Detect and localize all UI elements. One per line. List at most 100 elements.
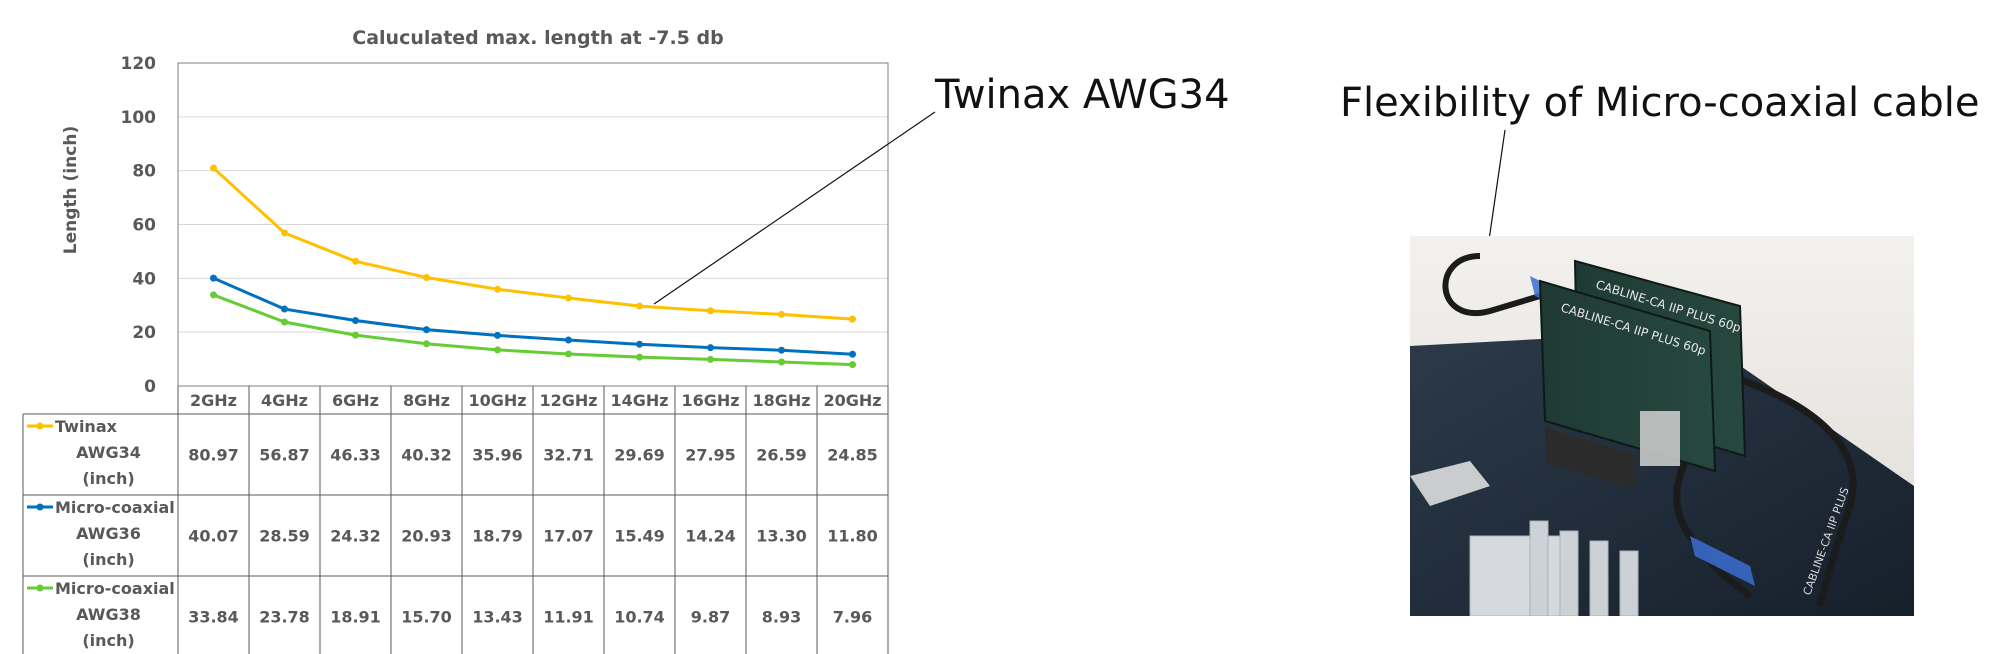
table-cell-value: 17.07 — [543, 527, 594, 546]
legend-marker-dot — [36, 584, 44, 592]
connector-shell — [1640, 411, 1680, 466]
series-line — [212, 166, 853, 321]
series-name: AWG34 — [76, 443, 141, 462]
data-point — [281, 229, 288, 237]
twinax-callout-label: Twinax AWG34 — [935, 72, 1230, 118]
table-cell-value: 15.49 — [614, 527, 665, 546]
legend-marker-dot — [36, 422, 44, 430]
legend-marker-dot — [36, 503, 44, 511]
data-point — [565, 336, 572, 344]
y-tick-label: 60 — [132, 216, 156, 236]
data-point — [636, 340, 643, 348]
table-cell-value: 11.91 — [543, 608, 594, 627]
data-point — [849, 315, 856, 323]
data-point — [423, 326, 430, 334]
table-cell-value: 15.70 — [401, 608, 452, 627]
category-label: 14GHz — [610, 391, 668, 410]
table-cell-value: 24.32 — [330, 527, 381, 546]
data-point — [423, 273, 430, 281]
data-point — [849, 350, 856, 358]
category-label: 18GHz — [752, 391, 810, 410]
series-name: AWG38 — [76, 605, 141, 624]
table-cell-value: 18.79 — [472, 527, 523, 546]
y-tick-label: 40 — [132, 269, 156, 289]
series-name: Micro-coaxial — [55, 498, 175, 517]
data-point — [849, 361, 856, 369]
cable-loop-left — [1442, 253, 1541, 316]
data-point — [281, 318, 288, 326]
series-name: Micro-coaxial — [55, 579, 175, 598]
data-point — [210, 274, 217, 282]
acrylic-fixtures — [1469, 520, 1639, 616]
y-axis-label: Length (inch) — [61, 126, 81, 254]
table-cell-value: 20.93 — [401, 527, 452, 546]
data-point — [707, 355, 714, 363]
wire-bundle — [1690, 536, 1755, 586]
table-cell-value: 29.69 — [614, 446, 665, 465]
data-point — [352, 331, 359, 339]
table-cell-value: 13.30 — [756, 527, 807, 546]
y-tick-label: 80 — [132, 162, 156, 182]
data-point — [636, 353, 643, 361]
category-label: 8GHz — [403, 391, 450, 410]
data-point — [494, 331, 501, 339]
connector — [1545, 427, 1635, 490]
table-cell-value: 33.84 — [188, 608, 239, 627]
table-cell-value: 7.96 — [833, 608, 872, 627]
category-label: 6GHz — [332, 391, 379, 410]
table-cell-value: 26.59 — [756, 446, 807, 465]
data-point — [636, 302, 643, 310]
table-cell-value: 11.80 — [827, 527, 878, 546]
data-point — [423, 340, 430, 348]
table-cell-value: 8.93 — [762, 608, 801, 627]
y-tick-label: 100 — [121, 108, 157, 128]
data-point — [778, 358, 785, 366]
data-point — [494, 285, 501, 293]
category-label: 12GHz — [539, 391, 597, 410]
acrylic-part — [1410, 461, 1490, 506]
table-cell-value: 14.24 — [685, 527, 736, 546]
data-point — [210, 291, 217, 299]
photo-callout-leader — [1487, 129, 1506, 248]
data-point — [778, 346, 785, 354]
y-tick-labels: 0 20 40 60 80 100 120 — [121, 54, 157, 397]
table-cell-value: 32.71 — [543, 446, 594, 465]
series-lines — [210, 164, 856, 369]
series-name: Twinax — [55, 417, 118, 436]
data-point — [565, 294, 572, 302]
series-line — [212, 293, 853, 367]
data-point — [352, 317, 359, 325]
category-label: 16GHz — [681, 391, 739, 410]
cable-bend-right — [1728, 372, 1857, 607]
table-cell-value: 28.59 — [259, 527, 310, 546]
data-point — [352, 257, 359, 265]
table-cell-value: 40.32 — [401, 446, 452, 465]
data-point — [565, 350, 572, 358]
y-tick-label: 120 — [121, 54, 157, 74]
category-label: 10GHz — [468, 391, 526, 410]
category-label: 2GHz — [190, 391, 237, 410]
y-tick-label: 20 — [132, 323, 156, 343]
table-cell-value: 13.43 — [472, 608, 523, 627]
y-tick-label: 0 — [144, 377, 156, 397]
category-label: 4GHz — [261, 391, 308, 410]
data-point — [210, 164, 217, 172]
table-cell-value: 27.95 — [685, 446, 736, 465]
series-name: (inch) — [82, 469, 134, 488]
data-point — [494, 346, 501, 354]
series-name: AWG36 — [76, 524, 141, 543]
table-cell-value: 23.78 — [259, 608, 310, 627]
table-cell-value: 40.07 — [188, 527, 239, 546]
table-cell-value: 10.74 — [614, 608, 665, 627]
data-point — [707, 307, 714, 315]
series-name: (inch) — [82, 631, 134, 650]
cable-photo: CABLINE-CA IIP PLUS 60p CABLINE-CA IIP P… — [1410, 236, 1914, 616]
series-line — [212, 276, 853, 356]
table-cell-value: 80.97 — [188, 446, 239, 465]
table-cell-value: 35.96 — [472, 446, 523, 465]
table-cell-value: 18.91 — [330, 608, 381, 627]
table-cell-value: 24.85 — [827, 446, 878, 465]
data-point — [707, 344, 714, 352]
twinax-callout-leader — [653, 111, 936, 305]
